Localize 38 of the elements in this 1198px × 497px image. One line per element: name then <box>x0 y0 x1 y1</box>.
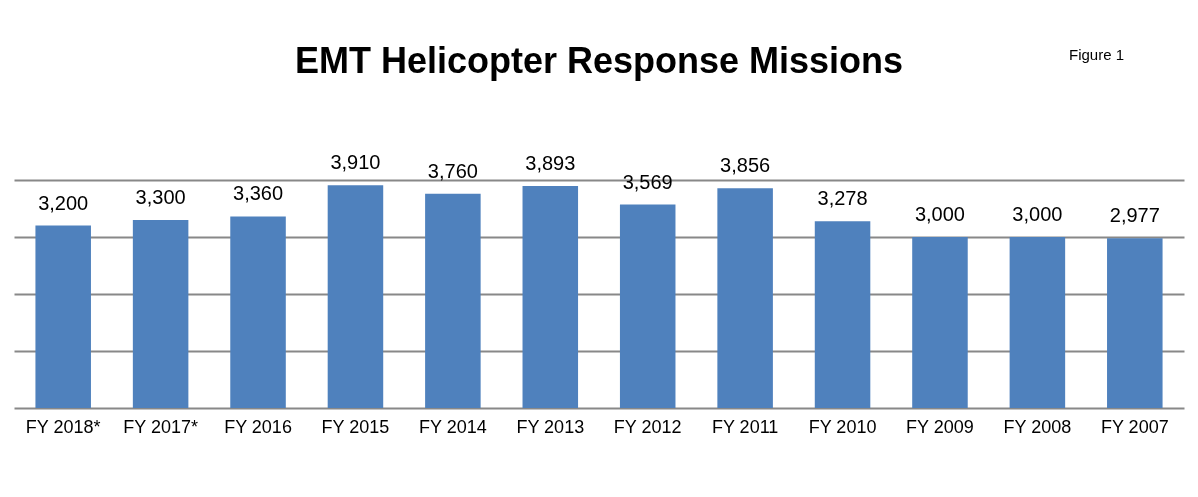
bar <box>717 188 773 408</box>
data-label: 2,977 <box>1109 204 1160 227</box>
x-tick-label: FY 2011 <box>711 416 779 437</box>
bar <box>522 186 579 408</box>
x-tick-label: FY 2013 <box>516 416 585 437</box>
data-label: 3,760 <box>427 159 478 182</box>
x-tick-label: FY 2012 <box>613 416 682 437</box>
x-tick-label: FY 2018* <box>25 416 101 437</box>
bar <box>619 204 676 408</box>
data-label: 3,569 <box>622 170 673 193</box>
bar <box>327 185 384 408</box>
caption: Figure 1 <box>1068 46 1124 63</box>
data-label: 3,300 <box>135 185 186 208</box>
bar <box>132 219 189 408</box>
data-label: 3,893 <box>525 152 576 175</box>
data-label: 3,910 <box>330 151 381 174</box>
bar <box>1009 237 1066 408</box>
x-tick-label: FY 2009 <box>906 416 974 437</box>
chart-title: EMT Helicopter Response Missions <box>294 40 904 81</box>
x-tick-label: FY 2015 <box>321 416 390 437</box>
bar <box>425 193 481 408</box>
bar <box>35 225 91 408</box>
data-label: 3,856 <box>720 154 771 177</box>
x-tick-label: FY 2010 <box>808 416 877 437</box>
x-tick-label: FY 2007 <box>1100 416 1169 437</box>
data-label: 3,360 <box>233 182 284 205</box>
bar <box>1107 238 1163 408</box>
bar <box>230 216 286 408</box>
x-tick-label: FY 2016 <box>224 416 292 437</box>
x-tick-label: FY 2014 <box>419 416 487 437</box>
data-label: 3,200 <box>38 191 89 214</box>
bar <box>814 221 871 408</box>
data-label: 3,278 <box>817 187 868 210</box>
data-label: 3,000 <box>1012 203 1063 225</box>
bar <box>912 237 968 408</box>
data-label: 3,000 <box>914 203 965 225</box>
x-tick-label: FY 2008 <box>1003 416 1072 437</box>
x-tick-label: FY 2017* <box>123 416 198 437</box>
